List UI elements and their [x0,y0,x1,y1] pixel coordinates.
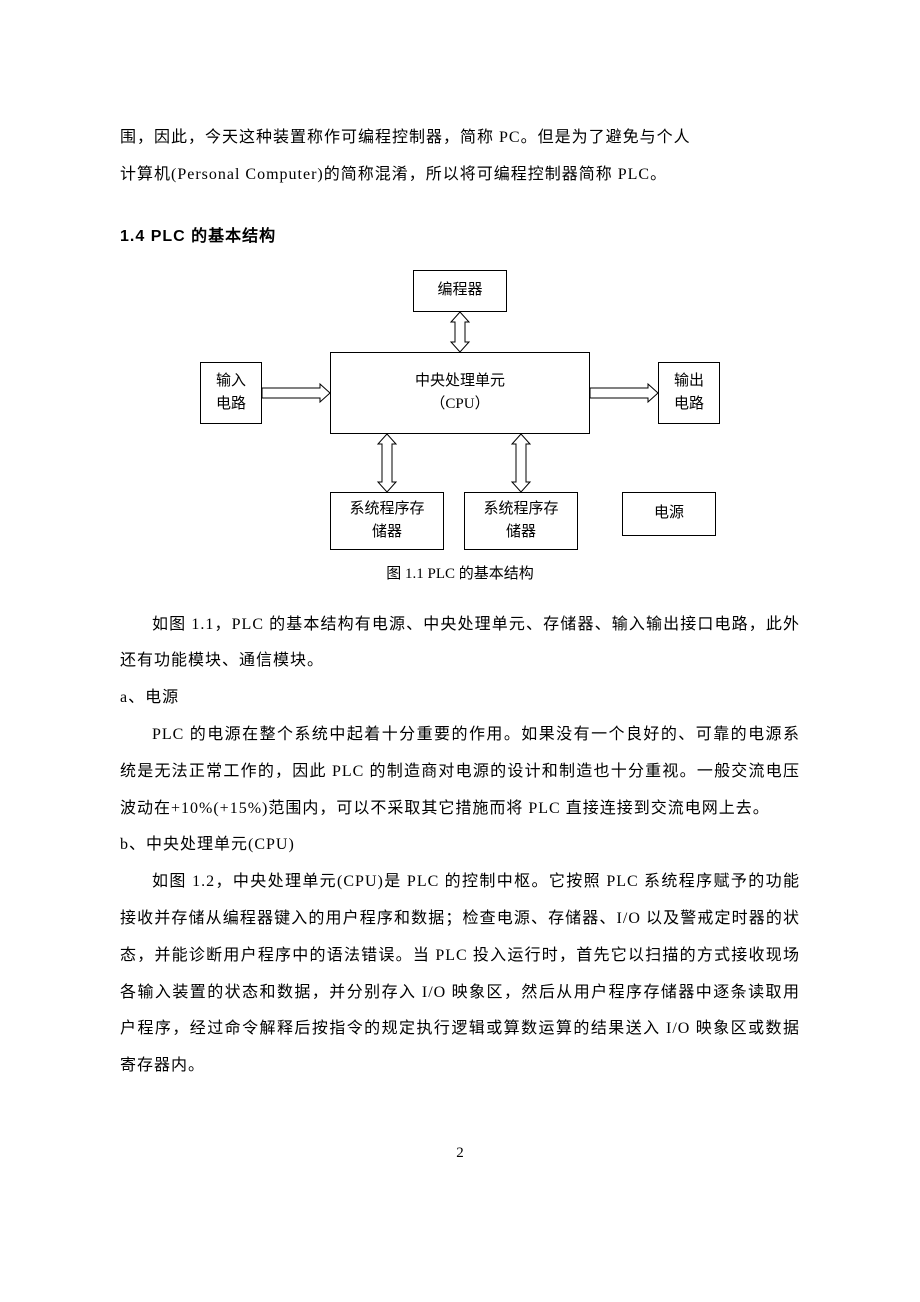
intro-para-line2: 计算机(Personal Computer)的简称混淆，所以将可编程控制器简称 … [120,157,800,194]
body-p1: 如图 1.1，PLC 的基本结构有电源、中央处理单元、存储器、输入输出接口电路，… [120,607,800,681]
arrow [512,434,530,492]
section-a-text: PLC 的电源在整个系统中起着十分重要的作用。如果没有一个良好的、可靠的电源系统… [120,717,800,827]
node-output: 输出电路 [658,362,720,424]
arrow [590,384,658,402]
arrow [262,384,330,402]
arrow [378,434,396,492]
heading-1-4: 1.4 PLC 的基本结构 [120,222,800,246]
plc-diagram-container: 编程器输入电路中央处理单元（CPU）输出电路系统程序存储器系统程序存储器电源 图… [120,270,800,599]
node-cpu: 中央处理单元（CPU） [330,352,590,434]
page-number: 2 [120,1145,800,1162]
node-power: 电源 [622,492,716,536]
node-mem1: 系统程序存储器 [330,492,444,550]
node-mem2: 系统程序存储器 [464,492,578,550]
section-a-label: a、电源 [120,680,800,717]
plc-diagram: 编程器输入电路中央处理单元（CPU）输出电路系统程序存储器系统程序存储器电源 [200,270,720,550]
node-input: 输入电路 [200,362,262,424]
node-prog: 编程器 [413,270,507,312]
arrow [451,312,469,352]
section-b-text: 如图 1.2，中央处理单元(CPU)是 PLC 的控制中枢。它按照 PLC 系统… [120,864,800,1085]
diagram-caption: 图 1.1 PLC 的基本结构 [386,562,534,583]
section-b-label: b、中央处理单元(CPU) [120,827,800,864]
intro-para-line1: 围，因此，今天这种装置称作可编程控制器，简称 PC。但是为了避免与个人 [120,120,800,157]
